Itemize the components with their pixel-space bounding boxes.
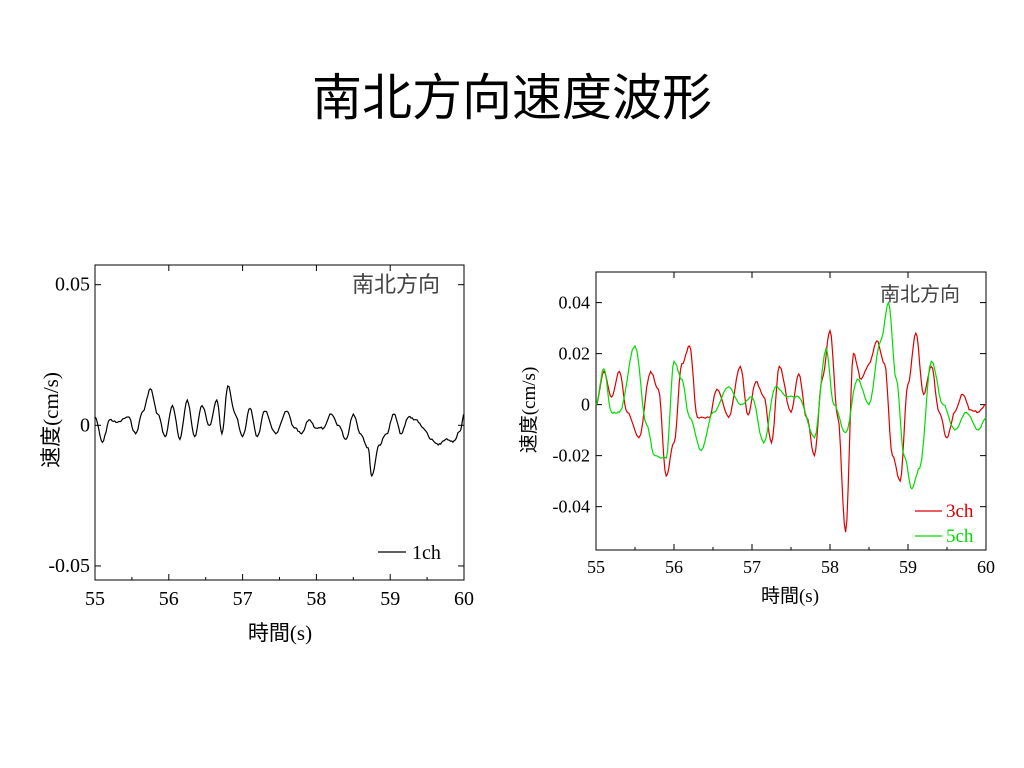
x-tick-label: 60 (454, 588, 474, 610)
x-tick-label: 60 (977, 557, 995, 577)
chart-left-annotation: 南北方向 (352, 273, 440, 298)
chart-left-ylabel: 速度(cm/s) (39, 372, 63, 468)
x-tick-label: 59 (380, 588, 400, 610)
chart-right-series-3ch-line (595, 328, 986, 533)
x-tick-label: 56 (159, 588, 179, 610)
chart-left-frame (94, 264, 465, 581)
y-tick-label: 0.02 (559, 344, 591, 364)
chart-right-ylabel: 速度(cm/s) (518, 367, 540, 454)
chart-right-legend-label-5ch: 5ch (946, 526, 974, 547)
chart-right-yticks: 0.04 0.02 0 -0.02 -0.04 (553, 293, 986, 517)
chart-right-xlabel: 時間(s) (761, 585, 819, 607)
y-tick-label: -0.05 (48, 555, 90, 577)
x-tick-label: 57 (743, 557, 761, 577)
chart-right-xticks: 55 56 57 58 59 60 (587, 272, 995, 577)
x-tick-label: 55 (587, 557, 605, 577)
x-tick-label: 58 (306, 588, 326, 610)
x-tick-label: 56 (665, 557, 683, 577)
x-tick-label: 55 (85, 588, 105, 610)
chart-right-annotation: 南北方向 (880, 282, 960, 306)
chart-right-series-5ch-line (595, 300, 987, 490)
chart-right: 55 56 57 58 59 60 0.04 0.02 0 -0.02 -0.04 南北方向 3c… (518, 271, 995, 607)
chart-left-xlabel: 時間(s) (248, 621, 312, 645)
y-tick-label: -0.04 (553, 497, 591, 517)
y-tick-label: 0 (80, 414, 90, 436)
x-tick-label: 59 (899, 557, 917, 577)
x-tick-label: 58 (821, 557, 839, 577)
chart-left-yticks: 0.05 0 -0.05 (48, 274, 464, 577)
y-tick-label: 0.05 (55, 274, 90, 296)
chart-left-series-1ch-line (94, 384, 465, 478)
chart-left-legend-label-1ch: 1ch (412, 542, 441, 564)
chart-left: 55 56 57 58 59 60 0.05 0 -0.05 南北方向 1ch 時間(s) 速… (39, 264, 474, 645)
chart-left-xticks: 55 56 57 58 59 60 (85, 265, 474, 610)
y-tick-label: 0.04 (559, 293, 591, 313)
chart-right-legend-label-3ch: 3ch (946, 501, 974, 522)
y-tick-label: -0.02 (553, 446, 591, 466)
x-tick-label: 57 (233, 588, 253, 610)
y-tick-label: 0 (581, 395, 590, 415)
slide-title: 南北方向速度波形 (312, 69, 712, 127)
